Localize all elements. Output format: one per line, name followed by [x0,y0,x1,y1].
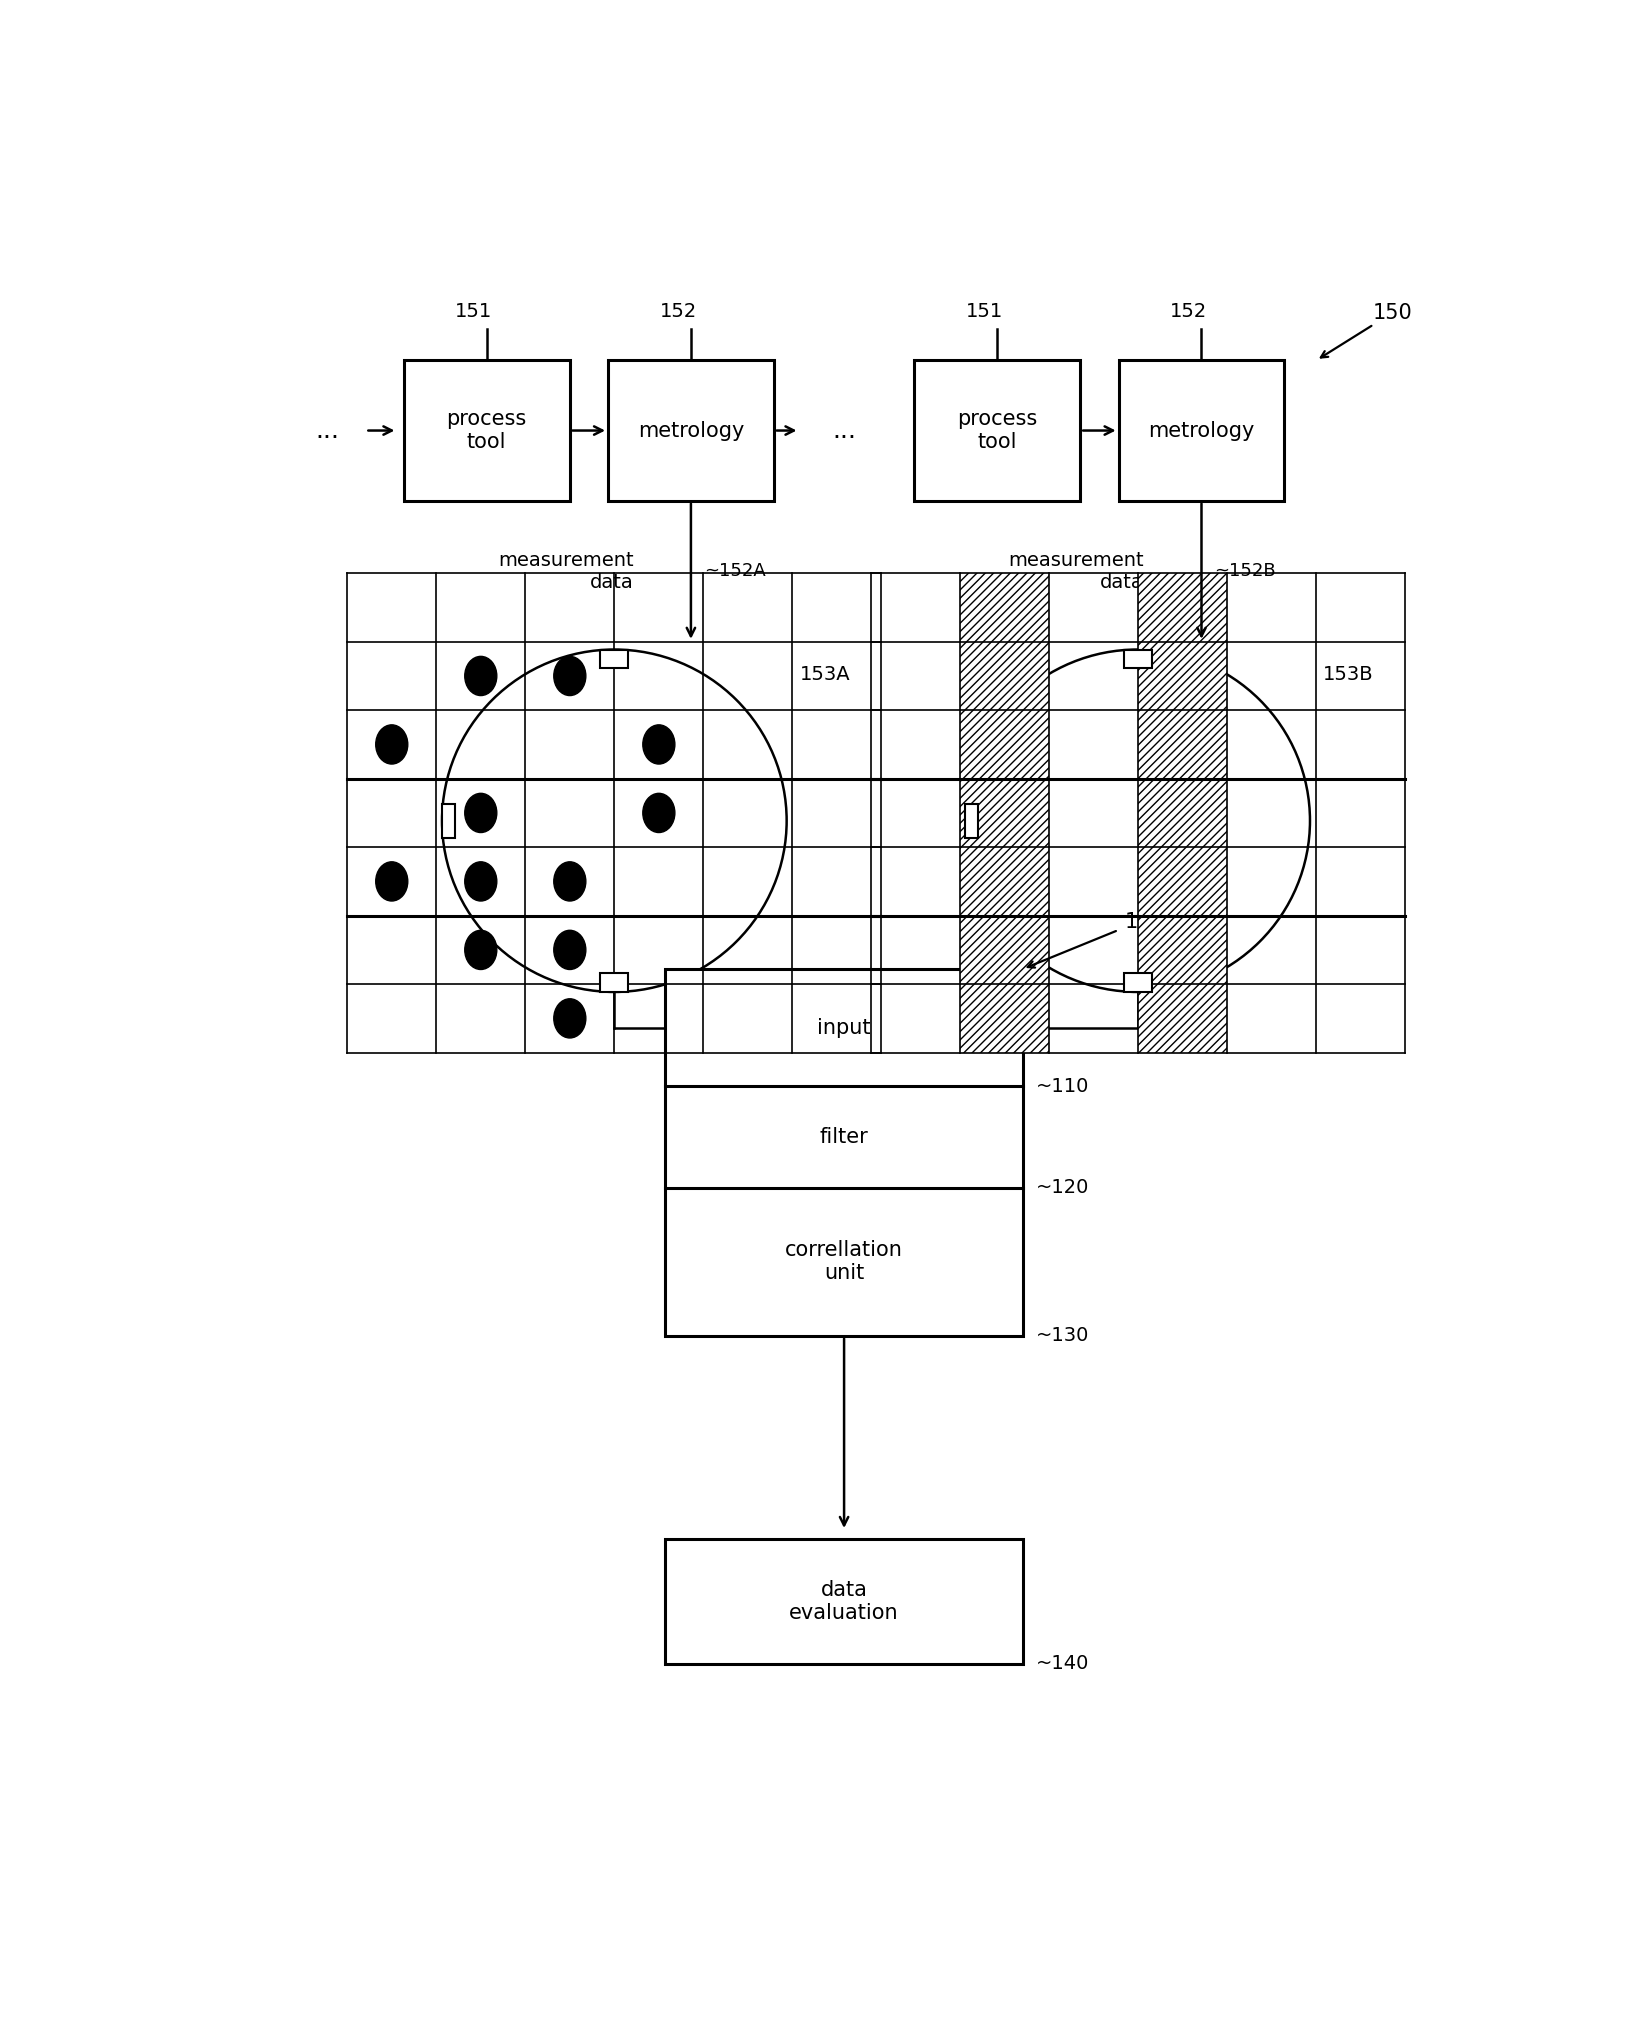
Circle shape [464,861,497,902]
Text: filter: filter [820,1127,868,1147]
Bar [960,574,1049,1052]
Circle shape [464,793,497,833]
Text: measurement
data: measurement data [497,551,634,592]
Text: ~110: ~110 [1036,1076,1089,1095]
Bar [1138,574,1227,1052]
Circle shape [464,930,497,969]
Text: 153B: 153B [1323,665,1374,685]
Bar [1123,649,1151,669]
Bar [441,803,455,837]
Bar [914,361,1080,501]
Bar [965,803,978,837]
Text: 153A: 153A [799,665,850,685]
Text: ...: ... [832,418,856,442]
Text: 152: 152 [1169,302,1207,320]
Bar [1118,361,1285,501]
Text: 100: 100 [1125,912,1164,932]
Text: 151: 151 [455,302,492,320]
Text: input: input [817,1018,871,1038]
Circle shape [464,657,497,695]
Circle shape [553,999,586,1038]
Circle shape [376,861,408,902]
Text: metrology: metrology [637,420,744,440]
Text: 151: 151 [965,302,1003,320]
Circle shape [553,861,586,902]
Text: 152: 152 [659,302,697,320]
Text: ~152A: ~152A [703,561,766,580]
Text: ~152B: ~152B [1214,561,1276,580]
Text: correllation
unit: correllation unit [786,1241,903,1283]
Text: ...: ... [315,418,339,442]
Text: 150: 150 [1374,304,1413,324]
Text: ~140: ~140 [1036,1654,1089,1672]
Text: process
tool: process tool [957,409,1038,452]
Circle shape [642,726,675,764]
Bar [608,361,774,501]
Ellipse shape [441,649,787,991]
Ellipse shape [965,649,1309,991]
Text: process
tool: process tool [446,409,527,452]
Circle shape [553,930,586,969]
Text: ~120: ~120 [1036,1178,1089,1198]
Circle shape [376,726,408,764]
Text: measurement
data: measurement data [1008,551,1145,592]
Bar [404,361,570,501]
Circle shape [642,793,675,833]
Bar [600,649,629,669]
Bar [665,969,1023,1336]
Bar [600,973,629,991]
Text: metrology: metrology [1148,420,1255,440]
Bar [665,1538,1023,1664]
Circle shape [553,657,586,695]
Bar [1123,973,1151,991]
Text: ~130: ~130 [1036,1326,1089,1346]
Text: data
evaluation: data evaluation [789,1579,899,1624]
